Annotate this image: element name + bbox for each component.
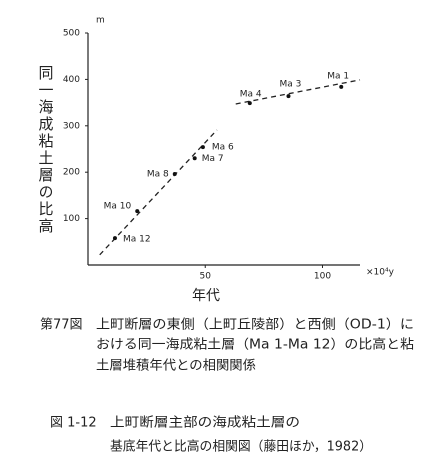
point-label: Ma 4 (240, 90, 262, 100)
y-axis-title: 同一海成粘土層の比高 (37, 65, 55, 235)
data-point (192, 156, 197, 161)
caption-figure: 図 1-12 (50, 416, 97, 431)
caption-line: 基底年代と比高の相関図（藤田ほか，1982） (110, 439, 372, 455)
data-point (135, 209, 140, 214)
data-point (286, 94, 291, 99)
point-label: Ma 7 (202, 154, 224, 164)
caption-figure: 第77図 (40, 318, 83, 333)
x-unit: ×10⁴y (366, 268, 395, 278)
trend-line (99, 129, 218, 256)
caption-line: 上町断層の東側（上町丘陵部）と西側（OD-1）に (96, 317, 414, 333)
data-point (172, 172, 177, 177)
y-unit: m (96, 16, 105, 26)
point-label: Ma 1 (327, 71, 349, 81)
caption-line: 土層堆積年代との相関関係 (96, 359, 256, 374)
y-tick-label: 100 (63, 214, 80, 224)
data-point (339, 84, 344, 89)
data-point (247, 101, 252, 106)
y-tick-label: 300 (63, 121, 80, 131)
point-label: Ma 10 (104, 202, 132, 212)
x-tick-label: 100 (314, 272, 331, 282)
x-tick-label: 50 (200, 272, 212, 282)
point-label: Ma 6 (212, 143, 234, 153)
y-tick-label: 500 (63, 29, 80, 39)
data-point (200, 145, 205, 150)
caption-line: 上町断層主部の海成粘土層の (110, 416, 300, 431)
caption-line: おける同一海成粘土層（Ma 1-Ma 12）の比高と粘 (96, 337, 414, 353)
trend-line (235, 79, 361, 105)
point-label: Ma 8 (147, 170, 169, 180)
y-tick-label: 200 (63, 168, 80, 178)
data-point (112, 236, 117, 241)
point-label: Ma 3 (279, 80, 301, 90)
point-label: Ma 12 (123, 235, 151, 245)
x-axis-title: 年代 (192, 288, 220, 304)
y-tick-label: 400 (63, 75, 80, 85)
